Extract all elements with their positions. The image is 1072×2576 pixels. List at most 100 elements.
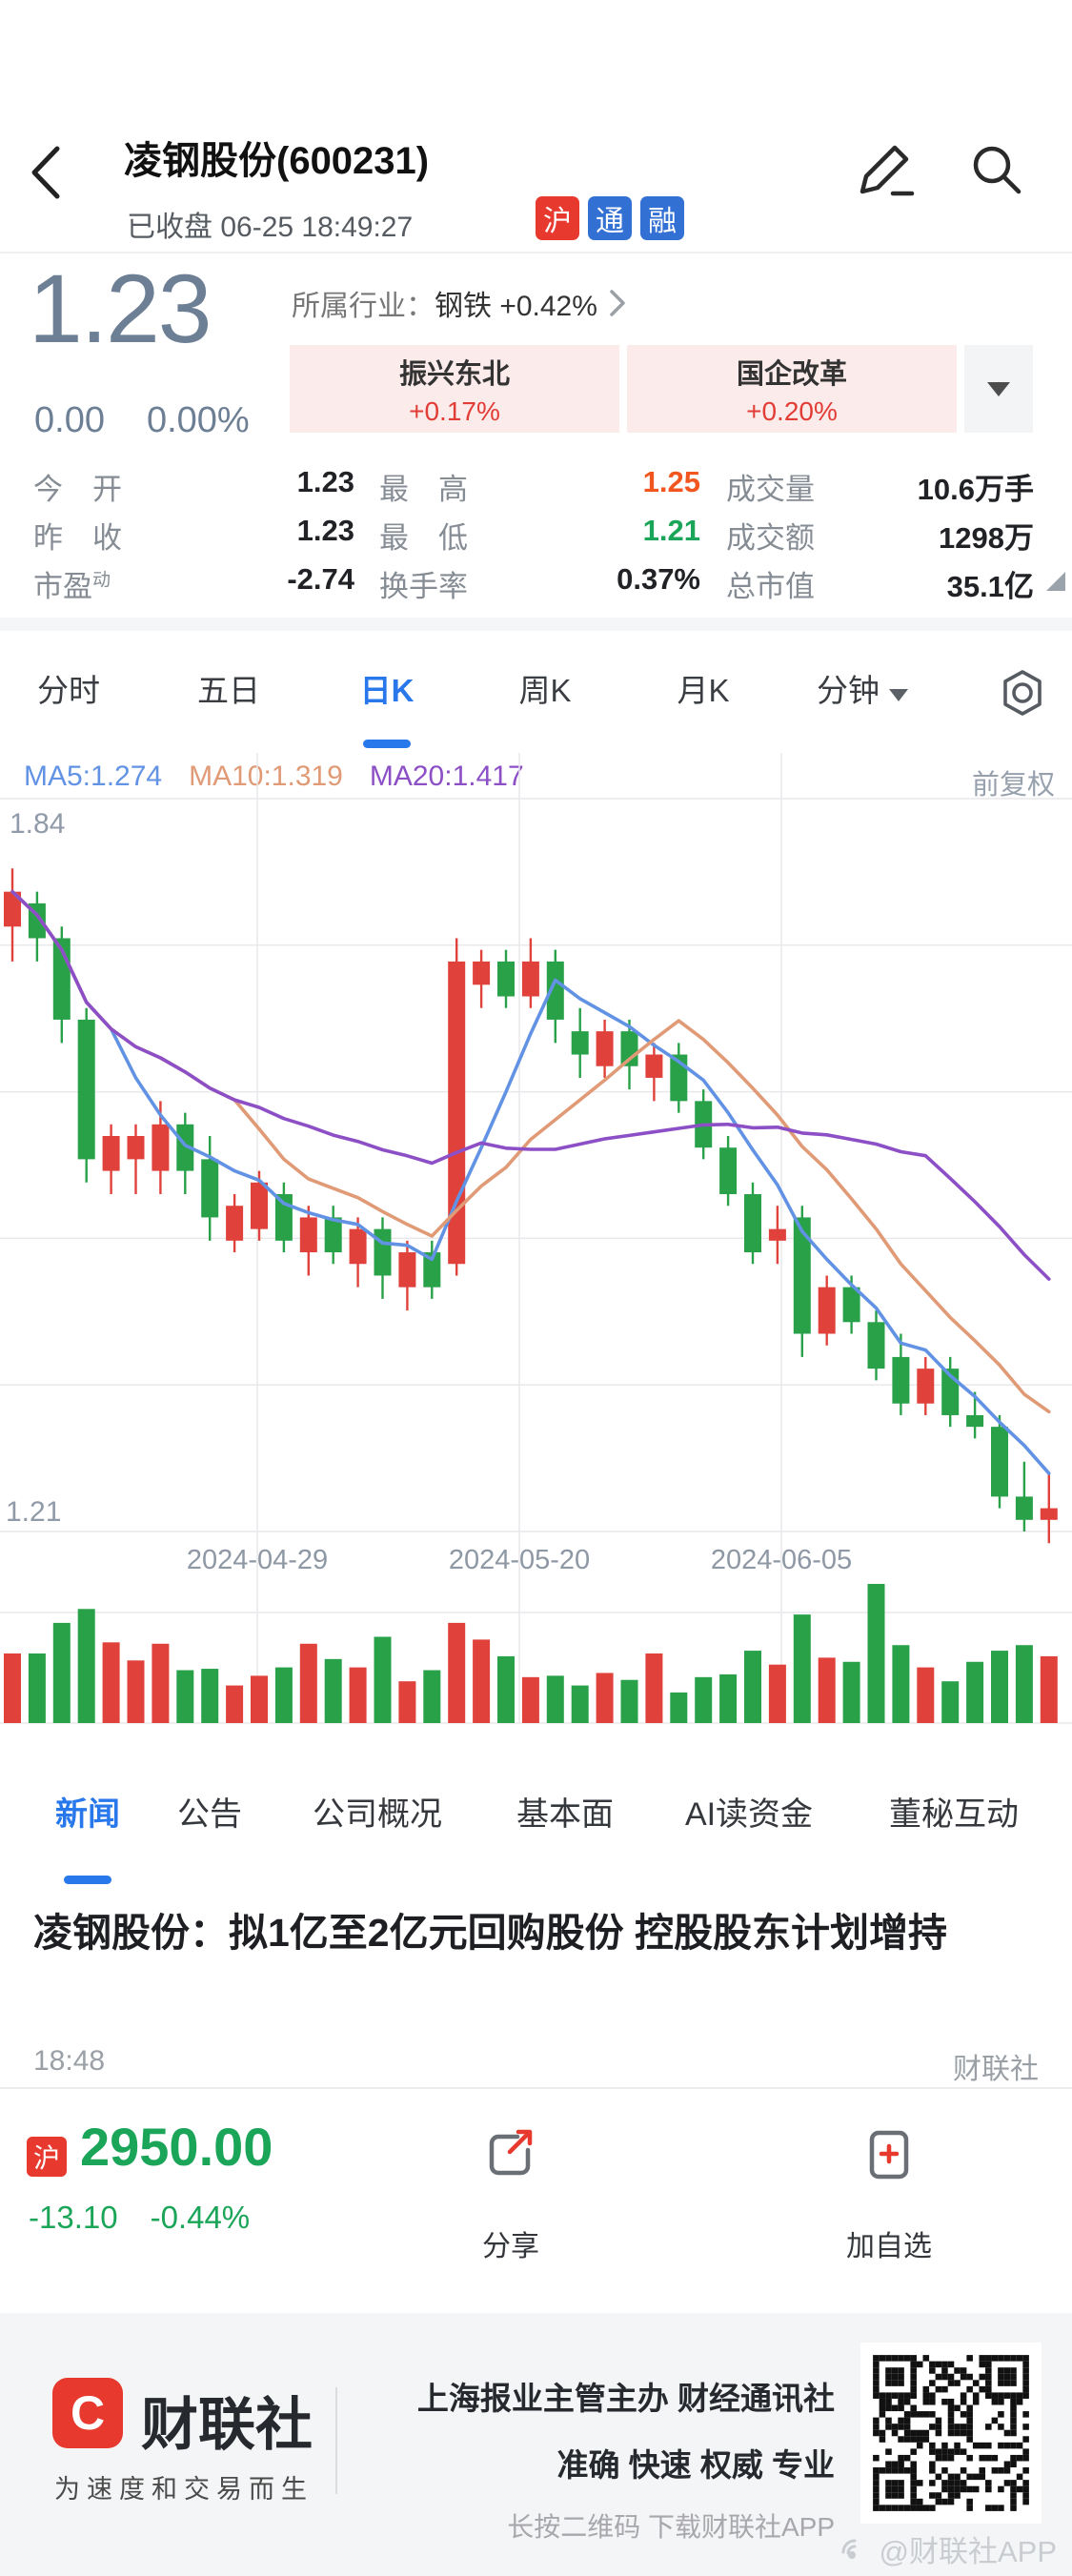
stat-label: 换手率 [379, 570, 468, 603]
concept-tags-expand-button[interactable] [964, 345, 1033, 433]
market-badge: 沪 [536, 196, 579, 240]
expand-stats-handle[interactable] [1046, 572, 1065, 591]
market-badge: 融 [640, 196, 684, 240]
stat-value: 1.25 [642, 465, 700, 498]
footer-divider [335, 2387, 337, 2494]
ma-label-ma20: MA20:1.417 [369, 761, 524, 792]
market-status: 已收盘 06-25 18:49:27 [127, 212, 414, 243]
weibo-icon [841, 2539, 856, 2559]
change-value: 0.00 [34, 400, 105, 440]
news-tab-AI读资金[interactable]: AI读资金 [684, 1796, 814, 1833]
news-tab-新闻[interactable]: 新闻 [55, 1796, 120, 1833]
news-tab-公告[interactable]: 公告 [177, 1796, 242, 1833]
weibo-watermark: @财联社APP [839, 2527, 1058, 2570]
add-watchlist-icon[interactable] [858, 2123, 920, 2186]
footer-line2: 准确 快速 权威 专业 [556, 2447, 835, 2483]
stat-value: 1.23 [296, 465, 354, 498]
brand-slogan: 为速度和交易而生 [54, 2475, 314, 2504]
ma-label-ma10: MA10:1.319 [189, 761, 343, 792]
svg-text:2024-05-20: 2024-05-20 [449, 1545, 590, 1575]
watermark-text: @财联社APP [879, 2535, 1058, 2568]
download-qr-code [860, 2343, 1042, 2524]
index-value[interactable]: 2950.00 [80, 2117, 273, 2177]
stat-label: 今 开 [33, 473, 122, 506]
bottom-index-bar [0, 2087, 1072, 2313]
stat-label: 最 低 [379, 521, 468, 555]
active-news-tab-underline [64, 1876, 111, 1884]
stat-value: 0.37% [617, 562, 700, 596]
concept-tag-name: 振兴东北 [398, 358, 510, 390]
stat-value: 1.21 [642, 514, 700, 547]
edit-icon[interactable] [851, 136, 918, 203]
news-time: 18:48 [33, 2045, 106, 2077]
stat-label: 成交额 [726, 521, 815, 555]
tab-月K[interactable]: 月K [677, 673, 730, 708]
price-change: 0.00 0.00% [34, 400, 250, 441]
back-icon[interactable] [23, 141, 69, 204]
svg-text:2024-04-29: 2024-04-29 [187, 1545, 328, 1575]
adjust-mode-label[interactable]: 前复权 [971, 770, 1055, 801]
tab-日K[interactable]: 日K [359, 673, 415, 708]
stat-label: 总市值 [726, 570, 815, 603]
chevron-right-icon [610, 290, 625, 316]
news-headline[interactable]: 凌钢股份：拟1亿至2亿元回购股份 控股股东计划增持 [33, 1911, 947, 1955]
stat-value: 10.6万手 [917, 473, 1034, 506]
stat-value: 1298万 [939, 521, 1034, 555]
news-tab-公司概况[interactable]: 公司概况 [313, 1796, 442, 1833]
svg-text:1.21: 1.21 [6, 1496, 61, 1528]
tab-五日[interactable]: 五日 [197, 673, 260, 708]
brand-name: 财联社 [141, 2393, 313, 2457]
footer-line1: 上海报业主管主办 财经通讯社 [416, 2381, 835, 2416]
header-divider [0, 252, 1072, 254]
news-source: 财联社 [953, 2054, 1039, 2085]
section-divider [0, 618, 1072, 631]
tab-周K[interactable]: 周K [518, 673, 572, 708]
search-icon[interactable] [966, 139, 1027, 200]
news-tab-基本面[interactable]: 基本面 [516, 1796, 614, 1833]
index-change-row: -13.10 -0.44% [29, 2200, 250, 2236]
concept-tag[interactable]: 国企改革 +0.20% [627, 345, 957, 433]
qr-code-image [873, 2355, 1029, 2511]
share-icon[interactable] [479, 2123, 542, 2186]
concept-tag[interactable]: 振兴东北 +0.17% [290, 345, 619, 433]
candlestick-chart[interactable]: 1.84 1.21 2024-04-29 2024-05-20 2024-06-05 [0, 753, 1072, 1725]
svg-text:2024-06-05: 2024-06-05 [711, 1545, 852, 1575]
stat-value: -2.74 [287, 562, 354, 596]
stat-value: 35.1亿 [946, 570, 1034, 603]
svg-text:1.84: 1.84 [10, 808, 65, 840]
stat-label: 最 高 [379, 473, 468, 506]
market-badges: 沪通融 [536, 196, 684, 240]
active-tab-underline [363, 740, 411, 748]
dropdown-caret-icon [987, 381, 1010, 396]
chart-settings-icon[interactable] [997, 667, 1048, 719]
cls-logo: C [52, 2378, 123, 2448]
index-change-percent: -0.44% [150, 2200, 251, 2235]
share-label[interactable]: 分享 [482, 2231, 539, 2262]
concept-tag-name: 国企改革 [736, 358, 847, 390]
market-sh-badge: 沪 [27, 2137, 67, 2177]
news-tab-董秘互动[interactable]: 董秘互动 [889, 1796, 1019, 1833]
concept-tag-change: +0.20% [746, 396, 838, 426]
concept-tags: 振兴东北 +0.17% 国企改革 +0.20% [290, 345, 1033, 433]
tab-分时[interactable]: 分时 [37, 673, 100, 708]
ma-legend: MA5:1.274 MA10:1.319 MA20:1.417 [24, 761, 524, 793]
stat-value: 1.23 [296, 514, 354, 547]
concept-tag-change: +0.17% [409, 396, 500, 426]
ma-label-ma5: MA5:1.274 [24, 761, 163, 792]
industry-label: 所属行业： [292, 291, 435, 322]
tab-分钟[interactable]: 分钟 [817, 665, 908, 711]
footer-text-block: 上海报业主管主办 财经通讯社 准确 快速 权威 专业 长按二维码 下载财联社AP… [381, 2373, 835, 2545]
footer-line3: 长按二维码 下载财联社APP [507, 2512, 835, 2542]
last-price: 1.23 [29, 254, 212, 363]
stat-label: 市盈动 [33, 570, 111, 603]
industry-value: 钢铁 +0.42% [435, 291, 597, 322]
stat-label: 成交量 [726, 473, 815, 506]
stock-title: 凌钢股份(600231) [124, 140, 430, 182]
minute-dropdown-caret-icon [889, 689, 908, 701]
stat-label: 昨 收 [33, 521, 122, 555]
industry-row[interactable]: 所属行业： 钢铁 +0.42% [292, 282, 630, 324]
index-change: -13.10 [29, 2200, 118, 2235]
market-badge: 通 [588, 196, 632, 240]
add-watchlist-label[interactable]: 加自选 [846, 2231, 932, 2262]
